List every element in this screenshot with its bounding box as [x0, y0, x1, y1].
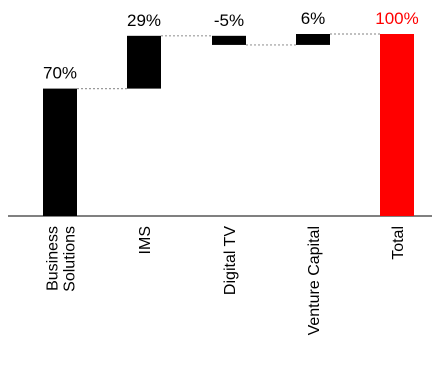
- value-label: -5%: [214, 11, 244, 30]
- category-label: Total: [390, 226, 407, 260]
- category-labels: Business Solutions IMS Digital TV Venture Ca…: [45, 226, 408, 336]
- category-label: Solutions: [62, 226, 79, 292]
- value-label: 29%: [127, 11, 161, 30]
- category-label: Digital TV: [222, 226, 239, 295]
- value-label: 100%: [375, 9, 418, 28]
- value-labels: 70% 29% -5% 6% 100%: [43, 9, 419, 83]
- category-label: Business: [45, 226, 62, 291]
- bar-digital-tv: [212, 35, 246, 45]
- connector-lines: [77, 33, 380, 90]
- bar-total: [380, 34, 414, 216]
- bar-ims: [127, 35, 161, 89]
- value-label: 6%: [301, 9, 326, 28]
- category-label: Venture Capital: [306, 226, 323, 335]
- value-label: 70%: [43, 64, 77, 83]
- category-label: IMS: [137, 226, 154, 254]
- bars: [43, 34, 414, 216]
- bar-business-solutions: [43, 88, 77, 216]
- bar-venture-capital: [296, 34, 330, 45]
